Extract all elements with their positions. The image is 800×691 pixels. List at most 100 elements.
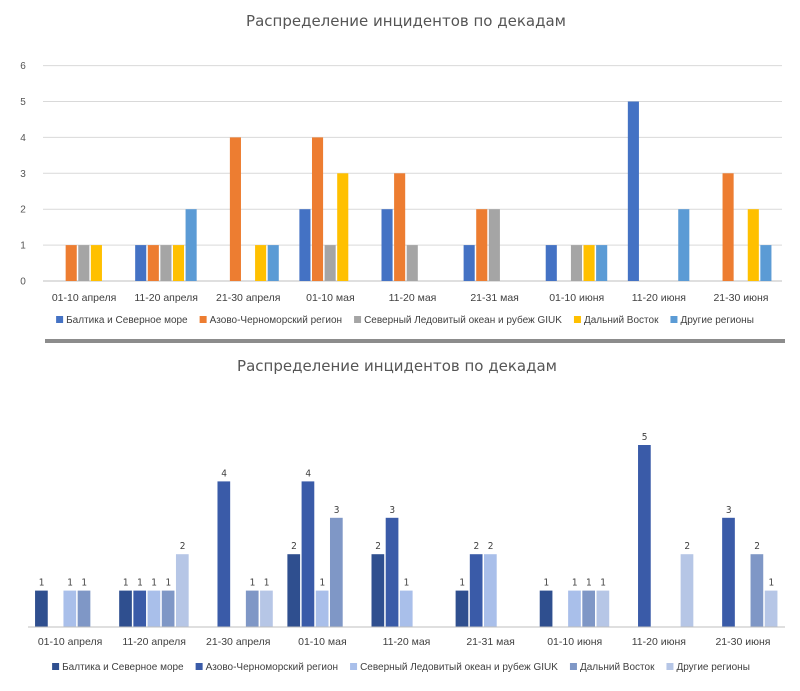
- data-label: 4: [221, 468, 227, 479]
- bar: [596, 590, 610, 627]
- legend-label: Северный Ледовитый океан и рубеж GIUK: [360, 661, 558, 673]
- data-label: 1: [264, 578, 270, 589]
- chart-top-bars: [65, 101, 772, 281]
- data-label: 1: [151, 578, 157, 589]
- x-tick-label: 01-10 апреля: [38, 636, 102, 648]
- data-label: 2: [375, 541, 381, 552]
- x-tick-label: 21-30 апреля: [206, 636, 270, 648]
- bar: [488, 209, 500, 281]
- legend-item: Другие регионы: [666, 662, 750, 673]
- bar: [78, 245, 90, 281]
- y-tick-label: 5: [20, 97, 26, 108]
- x-tick-label: 21-30 июня: [713, 292, 768, 304]
- legend-item: Азово-Черноморский регион: [199, 315, 342, 326]
- bar: [267, 245, 279, 281]
- x-tick-label: 01-10 мая: [298, 636, 347, 648]
- bar: [217, 481, 231, 627]
- bar: [394, 173, 406, 281]
- bar: [287, 554, 301, 627]
- x-tick-label: 11-20 мая: [389, 292, 437, 304]
- chart-bottom-title: Распределение инцидентов по декадам: [237, 357, 557, 375]
- x-tick-label: 21-30 июня: [715, 636, 770, 648]
- x-tick-label: 11-20 июня: [632, 636, 686, 648]
- bar: [133, 590, 147, 627]
- data-label: 2: [684, 541, 690, 552]
- bar: [484, 554, 497, 627]
- bar: [583, 245, 595, 281]
- x-tick-label: 21-31 мая: [466, 636, 515, 648]
- legend-swatch: [573, 316, 581, 323]
- legend-item: Балтика и Северное море: [52, 662, 184, 673]
- data-label: 2: [474, 541, 480, 552]
- bar: [301, 481, 315, 627]
- bar: [135, 245, 147, 281]
- chart-top-title: Распределение инцидентов по декадам: [246, 12, 566, 30]
- legend-label: Дальний Восток: [584, 315, 659, 326]
- bar: [399, 590, 413, 627]
- chart-top-y-ticks: 0 1 2 3 4 5 6: [20, 61, 26, 287]
- data-label: 1: [137, 578, 143, 589]
- bar: [324, 245, 336, 281]
- legend-swatch: [56, 316, 64, 323]
- data-label: 1: [459, 578, 465, 589]
- x-tick-label: 11-20 мая: [383, 636, 431, 648]
- bar: [638, 445, 651, 627]
- legend-label: Дальний Восток: [580, 662, 655, 673]
- legend-item: Северный Ледовитый океан и рубеж GIUK: [354, 314, 562, 326]
- data-label: 1: [123, 578, 129, 589]
- bar: [406, 245, 418, 281]
- bar: [90, 245, 102, 281]
- bar: [381, 209, 393, 281]
- data-label: 2: [180, 541, 186, 552]
- legend-swatch: [569, 663, 577, 670]
- legend-swatch: [350, 663, 358, 670]
- bar: [185, 209, 197, 281]
- data-label: 1: [320, 578, 326, 589]
- legend-item: Другие регионы: [670, 315, 754, 326]
- data-label: 1: [586, 578, 592, 589]
- bar: [680, 554, 694, 627]
- legend-label: Балтика и Северное море: [62, 662, 184, 673]
- y-tick-label: 1: [20, 241, 26, 252]
- bar: [371, 554, 385, 627]
- bar: [311, 137, 324, 281]
- data-label: 4: [305, 468, 311, 479]
- bar: [722, 517, 735, 627]
- chart-bottom-legend: Балтика и Северное море Азово-Черноморски…: [52, 661, 750, 673]
- bar: [260, 590, 273, 627]
- legend-item: Балтика и Северное море: [56, 315, 188, 326]
- legend-label: Балтика и Северное море: [66, 315, 188, 326]
- x-tick-label: 21-31 мая: [470, 292, 519, 304]
- x-tick-label: 01-10 июня: [549, 292, 604, 304]
- data-label: 5: [642, 432, 648, 443]
- y-tick-label: 4: [20, 133, 26, 144]
- legend-label: Другие регионы: [676, 662, 749, 673]
- bar: [77, 590, 91, 627]
- bar: [385, 517, 399, 627]
- bar: [161, 590, 175, 627]
- x-tick-label: 21-30 апреля: [216, 292, 280, 304]
- bar: [455, 590, 469, 627]
- chart-bottom-bars: [35, 445, 778, 627]
- data-label: 3: [334, 505, 340, 516]
- legend-item: Дальний Восток: [573, 315, 659, 326]
- legend-swatch: [666, 663, 674, 670]
- bar: [747, 209, 759, 281]
- bar: [596, 245, 608, 281]
- bar: [329, 517, 343, 627]
- bar: [750, 554, 764, 627]
- data-label: 2: [488, 541, 494, 552]
- legend-swatch: [52, 663, 60, 670]
- chart-separator: [45, 339, 785, 343]
- data-label: 2: [754, 541, 760, 552]
- chart-bottom-x-ticks: 01-10 апреля 11-20 апреля 21-30 апреля 01-1…: [28, 626, 785, 648]
- bar: [463, 245, 475, 281]
- bar: [722, 173, 734, 281]
- data-label: 1: [404, 578, 410, 589]
- bar: [570, 245, 583, 281]
- legend-label: Азово-Черноморский регион: [206, 662, 338, 673]
- x-tick-label: 11-20 апреля: [134, 292, 198, 304]
